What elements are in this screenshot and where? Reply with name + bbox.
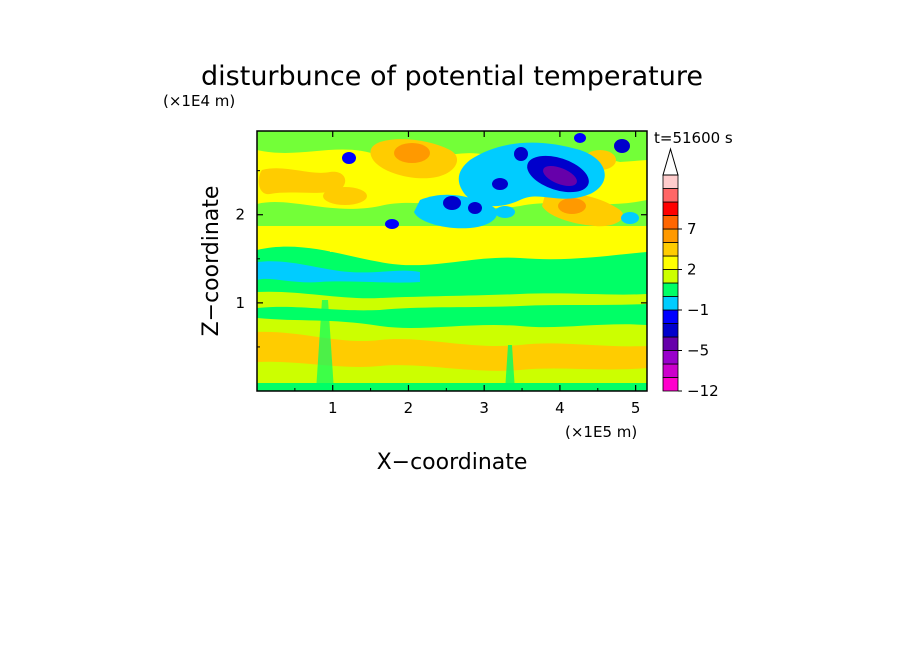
colorbar-segment [662,188,679,203]
y-tick-label: 2 [235,206,245,224]
colorbar-segment [662,174,679,189]
x-axis-label: X−coordinate [377,450,528,475]
colorbar-segment [662,228,679,243]
y-axis-label: Z−coordinate [199,186,224,337]
colorbar-segment [662,363,679,378]
field-streak1 [316,300,334,391]
x-axis: 1 2 3 4 5 [294,131,641,417]
plot-frame [256,130,648,392]
field-cyan-spot [621,212,639,224]
x-tick-label: 1 [328,399,338,417]
y-axis: 12 [235,170,647,348]
colorbar-segment [662,350,679,365]
colorbar-tick-label: 7 [687,220,697,238]
colorbar-tick-label: 2 [687,261,697,279]
colorbar-segment [662,201,679,216]
colorbar-segment [662,255,679,270]
field-mid-yellow [257,291,647,311]
field-blue-spot6 [385,219,399,229]
field-upper-orange5 [323,187,367,205]
field-blue-spot8 [574,133,586,143]
field-blue-spot7 [614,139,630,153]
field-streak2 [505,345,515,391]
colorbar-tick-label: −5 [687,342,709,360]
field-blue-spot3 [492,178,508,190]
colorbar-extend-arrow [662,147,679,176]
x-unit-label: (×1E5 m) [565,423,637,441]
colorbar-tick-label: −1 [687,301,709,319]
field-lower-orange [257,331,647,371]
field-blue-spot5 [342,152,356,164]
colorbar-segment [662,269,679,284]
colorbar-segment [662,309,679,324]
colorbar-segment [662,336,679,351]
field-upper-dark-orange [394,143,430,163]
chart-title: disturbunce of potential temperature [201,61,703,92]
colorbar-segment [662,282,679,297]
contour-field [257,131,647,391]
colorbar-tick-label: −12 [687,382,719,400]
field-surface-green [257,383,647,391]
field-blue-spot2 [468,202,482,214]
field-purple-core [543,165,577,187]
x-tick-label: 5 [631,399,641,417]
x-tick-label: 3 [479,399,489,417]
colorbar-segment [662,296,679,311]
x-tick-label: 2 [404,399,414,417]
y-tick-label: 1 [235,294,245,312]
time-label: t=51600 s [654,129,733,147]
colorbar-segment [662,377,679,392]
field-blue-spot4 [514,147,528,161]
field-mid-cyan [257,261,420,283]
colorbar-segment [662,323,679,338]
field-cyan-spot2 [495,206,515,218]
field-blue-spot1 [443,196,461,210]
field-upper-yellow [330,230,647,253]
y-unit-label: (×1E4 m) [163,92,235,110]
colorbar: −12−5−127 [662,147,719,400]
field-upper-orange1 [258,168,346,195]
x-tick-label: 4 [555,399,565,417]
colorbar-segment [662,215,679,230]
field-upper-dark-orange2 [558,198,586,214]
colorbar-segment [662,242,679,257]
